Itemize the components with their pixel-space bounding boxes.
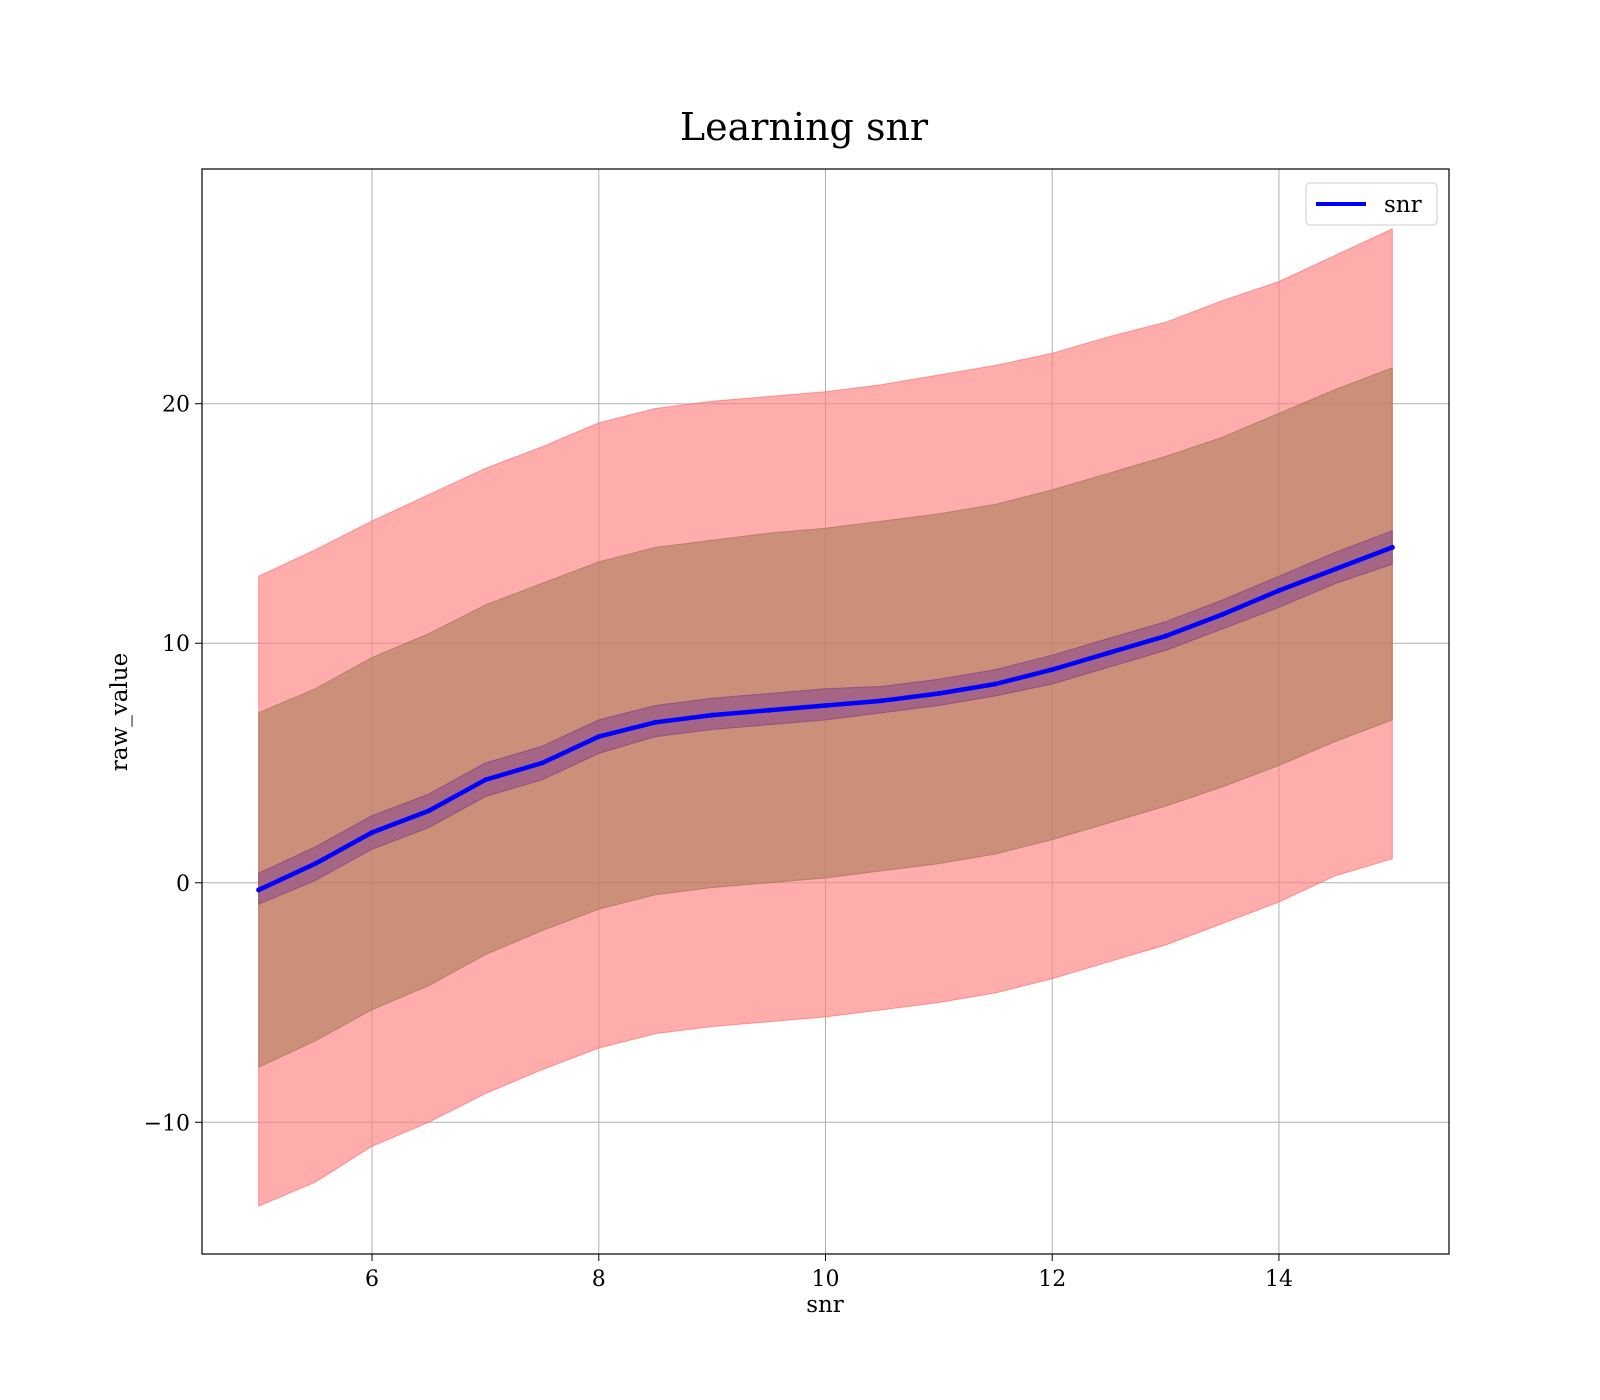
data-point — [1389, 544, 1395, 550]
data-point — [539, 760, 545, 766]
y-axis-label: raw_value — [107, 653, 133, 771]
data-point — [256, 887, 262, 893]
data-point — [709, 712, 715, 718]
data-point — [652, 719, 658, 725]
y-tick-label: 0 — [176, 872, 190, 897]
x-axis-label: snr — [806, 1292, 844, 1318]
data-point — [426, 808, 432, 814]
legend-box — [1305, 182, 1438, 226]
data-point — [482, 777, 488, 783]
data-point — [1276, 588, 1282, 594]
legend: snr — [1305, 182, 1438, 226]
x-tick-label: 12 — [1038, 1267, 1066, 1292]
x-tick-label: 6 — [365, 1267, 379, 1292]
x-axis-ticks: 6 8 10 12 14 — [365, 1254, 1293, 1292]
bands — [258, 228, 1393, 1207]
series-layer — [256, 544, 1395, 893]
y-tick-label: 20 — [162, 393, 190, 418]
data-point — [596, 734, 602, 740]
data-point — [312, 861, 318, 867]
data-point — [1106, 650, 1112, 656]
data-point — [1049, 667, 1055, 673]
y-axis-ticks: −10 0 10 20 — [144, 393, 202, 1136]
data-point — [936, 691, 942, 697]
y-tick-label: −10 — [144, 1111, 190, 1136]
data-point — [879, 698, 885, 704]
data-point — [823, 703, 828, 709]
data-point — [1163, 633, 1169, 639]
y-tick-label: 10 — [162, 632, 190, 657]
data-point — [1219, 611, 1225, 617]
chart-title: Learning snr — [680, 105, 929, 149]
data-point — [993, 681, 999, 687]
x-tick-label: 10 — [812, 1267, 840, 1292]
data-point — [766, 707, 772, 713]
data-point — [1333, 566, 1339, 572]
data-point — [369, 829, 375, 835]
x-tick-label: 14 — [1265, 1267, 1293, 1292]
x-tick-label: 8 — [592, 1267, 606, 1292]
band-inner — [258, 529, 1393, 906]
legend-label-snr: snr — [1384, 192, 1422, 218]
